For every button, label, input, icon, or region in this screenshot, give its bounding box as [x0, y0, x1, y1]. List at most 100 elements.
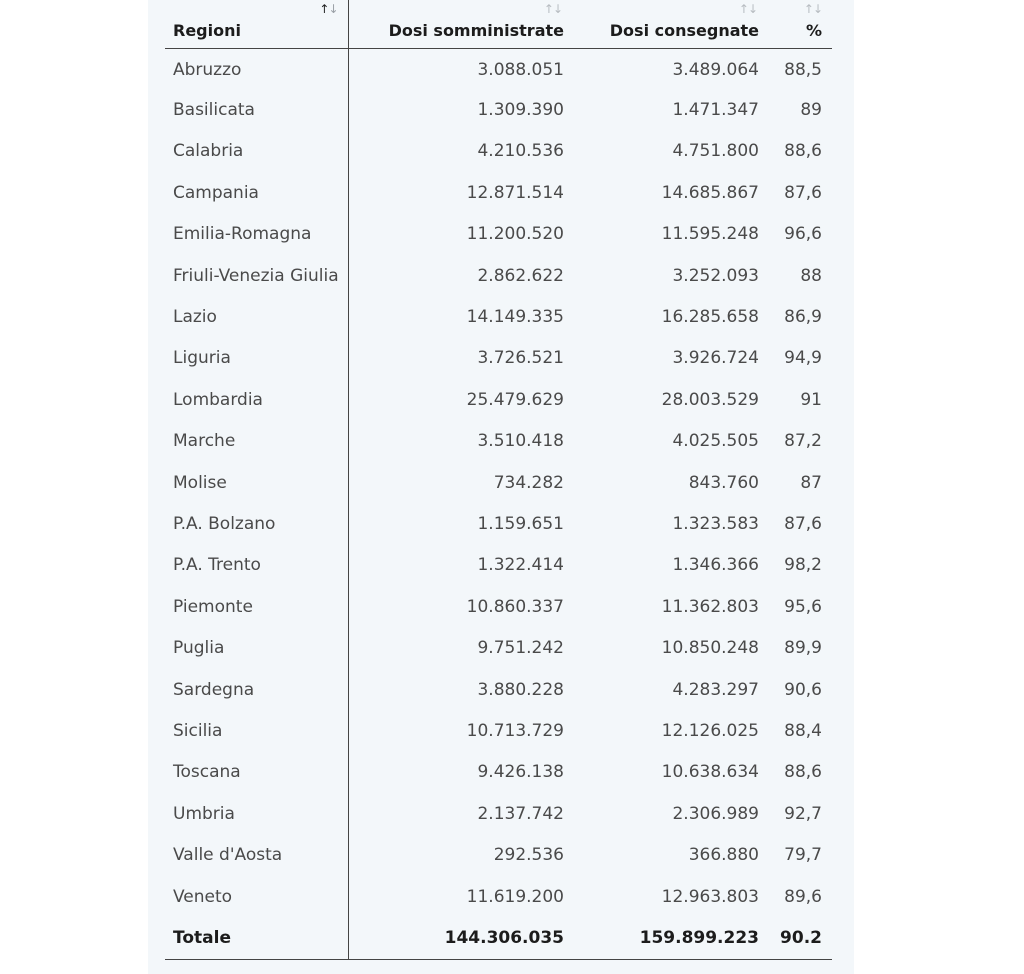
administered-doses-cell: 12.871.514	[466, 182, 564, 203]
table-row: Umbria 2.137.742 2.306.989 92,7	[165, 793, 832, 835]
percent-cell: 89	[800, 100, 822, 121]
table-row: Basilicata 1.309.390 1.471.347 89	[165, 89, 832, 131]
table-row: P.A. Bolzano 1.159.651 1.323.583 87,6	[165, 503, 832, 545]
column-header-dosi-consegnate[interactable]: ↑↓ Dosi consegnate	[572, 0, 767, 49]
table-body: Abruzzo 3.088.051 3.489.064 88,5 Basilicata 1…	[165, 48, 832, 960]
administered-doses-cell: 2.862.622	[477, 265, 564, 286]
delivered-doses-cell: 1.471.347	[672, 100, 759, 121]
header-row: ↑↓ Regioni ↑↓ Dosi somministrate ↑↓ Dosi…	[165, 0, 832, 49]
percent-cell: 88	[800, 265, 822, 286]
region-cell: Lombardia	[165, 379, 349, 421]
sort-arrows-icon[interactable]: ↑↓	[738, 2, 758, 16]
percent-cell: 89,6	[784, 886, 822, 907]
region-cell: Molise	[165, 461, 349, 504]
region-cell: Sardegna	[165, 668, 349, 711]
percent-cell: 95,6	[784, 596, 822, 617]
administered-doses-cell: 3.088.051	[477, 59, 564, 80]
administered-doses-cell: 1.309.390	[477, 100, 564, 121]
percent-cell: 86,9	[784, 307, 822, 328]
delivered-doses-cell: 2.306.989	[672, 803, 759, 824]
region-cell: Marche	[165, 420, 349, 462]
administered-doses-cell: 734.282	[493, 472, 564, 493]
region-cell: Lazio	[165, 296, 349, 338]
delivered-doses-cell: 11.595.248	[661, 224, 759, 245]
delivered-doses-cell: 4.025.505	[672, 431, 759, 452]
delivered-doses-cell: 366.880	[688, 845, 759, 866]
table-row: Lazio 14.149.335 16.285.658 86,9	[165, 296, 832, 338]
delivered-doses-cell: 12.963.803	[661, 886, 759, 907]
region-cell: Veneto	[165, 875, 349, 918]
percent-cell: 79,7	[784, 845, 822, 866]
percent-cell: 92,7	[784, 803, 822, 824]
administered-doses-cell: 10.713.729	[466, 720, 564, 741]
sort-arrows-icon[interactable]: ↑↓	[803, 2, 823, 16]
region-cell: Piemonte	[165, 586, 349, 628]
percent-cell: 87,6	[784, 513, 822, 534]
percent-cell: 88,6	[784, 762, 822, 783]
column-header-percent[interactable]: ↑↓ %	[767, 0, 832, 49]
table-row: Lombardia 25.479.629 28.003.529 91	[165, 379, 832, 421]
percent-cell: 87,6	[784, 182, 822, 203]
delivered-doses-cell: 1.346.366	[672, 555, 759, 576]
delivered-doses-cell: 4.283.297	[672, 679, 759, 700]
table-row: Calabria 4.210.536 4.751.800 88,6	[165, 130, 832, 173]
administered-doses-cell: 144.306.035	[348, 917, 572, 960]
table-row: P.A. Trento 1.322.414 1.346.366 98,2	[165, 544, 832, 587]
region-cell: Abruzzo	[165, 48, 349, 90]
administered-doses-cell: 3.880.228	[477, 679, 564, 700]
delivered-doses-cell: 16.285.658	[661, 307, 759, 328]
administered-doses-cell: 9.751.242	[477, 638, 564, 659]
administered-doses-cell: 1.159.651	[477, 513, 564, 534]
percent-cell: 98,2	[784, 555, 822, 576]
table-row: Veneto 11.619.200 12.963.803 89,6	[165, 875, 832, 918]
column-header-regioni[interactable]: ↑↓ Regioni	[165, 0, 349, 49]
administered-doses-cell: 292.536	[493, 845, 564, 866]
table-row: Marche 3.510.418 4.025.505 87,2	[165, 420, 832, 462]
delivered-doses-cell: 14.685.867	[661, 182, 759, 203]
table-row: Sicilia 10.713.729 12.126.025 88,4	[165, 710, 832, 752]
administered-doses-cell: 4.210.536	[477, 141, 564, 162]
region-cell: Campania	[165, 172, 349, 214]
region-cell: Liguria	[165, 337, 349, 380]
administered-doses-cell: 11.619.200	[466, 886, 564, 907]
administered-doses-cell: 10.860.337	[466, 596, 564, 617]
table-row: Valle d'Aosta 292.536 366.880 79,7	[165, 834, 832, 876]
percent-cell: 88,4	[784, 720, 822, 741]
column-header-label: %	[805, 20, 822, 40]
table-row: Liguria 3.726.521 3.926.724 94,9	[165, 337, 832, 380]
region-cell: Basilicata	[165, 89, 349, 131]
total-row: Totale 144.306.035 159.899.223 90.2	[165, 917, 832, 960]
table-row: Sardegna 3.880.228 4.283.297 90,6	[165, 668, 832, 711]
delivered-doses-cell: 3.926.724	[672, 348, 759, 369]
column-header-dosi-somministrate[interactable]: ↑↓ Dosi somministrate	[348, 0, 572, 49]
administered-doses-cell: 1.322.414	[477, 555, 564, 576]
administered-doses-cell: 14.149.335	[466, 307, 564, 328]
table-row: Puglia 9.751.242 10.850.248 89,9	[165, 627, 832, 669]
table-row: Emilia-Romagna 11.200.520 11.595.248 96,6	[165, 213, 832, 255]
table-row: Piemonte 10.860.337 11.362.803 95,6	[165, 586, 832, 628]
administered-doses-cell: 2.137.742	[477, 803, 564, 824]
region-cell: Valle d'Aosta	[165, 834, 349, 876]
percent-cell: 90.2	[767, 917, 832, 960]
region-cell: Emilia-Romagna	[165, 213, 349, 255]
delivered-doses-cell: 159.899.223	[572, 917, 767, 960]
table-row: Molise 734.282 843.760 87	[165, 461, 832, 504]
percent-cell: 87,2	[784, 431, 822, 452]
percent-cell: 90,6	[784, 679, 822, 700]
percent-cell: 88,5	[784, 59, 822, 80]
delivered-doses-cell: 10.850.248	[661, 638, 759, 659]
table-row: Friuli-Venezia Giulia 2.862.622 3.252.093 8…	[165, 254, 832, 297]
vaccine-doses-table: ↑↓ Regioni ↑↓ Dosi somministrate ↑↓ Dosi…	[165, 0, 832, 960]
table-row: Toscana 9.426.138 10.638.634 88,6	[165, 751, 832, 794]
administered-doses-cell: 25.479.629	[466, 389, 564, 410]
sort-arrows-icon[interactable]: ↑↓	[319, 2, 338, 16]
region-cell: Puglia	[165, 627, 349, 669]
administered-doses-cell: 11.200.520	[466, 224, 564, 245]
delivered-doses-cell: 1.323.583	[672, 513, 759, 534]
region-cell: Calabria	[165, 130, 349, 173]
column-header-label: Regioni	[173, 20, 241, 40]
sort-arrows-icon[interactable]: ↑↓	[543, 2, 563, 16]
administered-doses-cell: 3.510.418	[477, 431, 564, 452]
delivered-doses-cell: 10.638.634	[661, 762, 759, 783]
percent-cell: 96,6	[784, 224, 822, 245]
